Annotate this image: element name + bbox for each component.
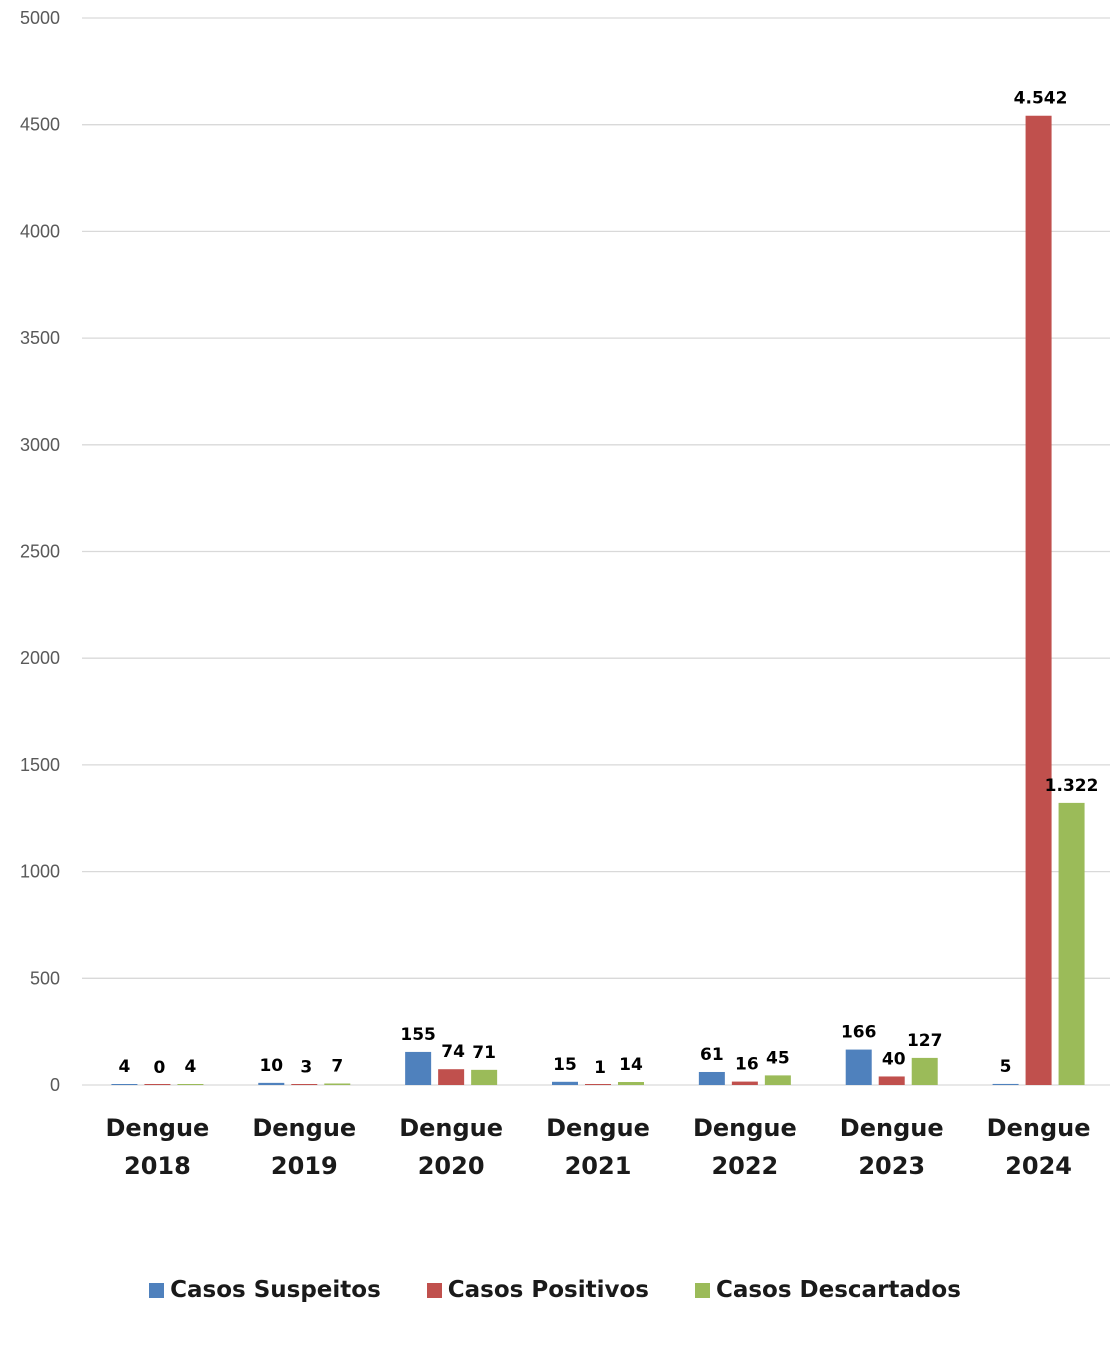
bar-casos-positivos-dengue-2023 bbox=[878, 1076, 905, 1085]
bar-casos-suspeitos-dengue-2018 bbox=[111, 1084, 138, 1085]
category-label-line1: Dengue bbox=[252, 1114, 356, 1142]
data-label: 0 bbox=[154, 1058, 166, 1078]
category-label-line1: Dengue bbox=[693, 1114, 797, 1142]
category-label-line2: 2020 bbox=[418, 1152, 485, 1180]
data-label: 3 bbox=[300, 1057, 312, 1077]
data-label: 4 bbox=[185, 1057, 197, 1077]
bar-chart: 0 500 1000 1500 2000 2500 3000 3500 4000 4500 5000… bbox=[20, 8, 1110, 1180]
legend-swatch-descartados bbox=[694, 1282, 710, 1298]
legend-swatch-suspeitos bbox=[149, 1282, 165, 1298]
data-label: 40 bbox=[882, 1049, 906, 1069]
bar-casos-descartados-dengue-2024 bbox=[1058, 802, 1085, 1085]
y-axis-tick-labels: 0 500 1000 1500 2000 2500 3000 3500 4000 4500 5000 bbox=[20, 8, 60, 1095]
bar-casos-suspeitos-dengue-2019 bbox=[258, 1082, 285, 1085]
data-label: 166 bbox=[841, 1023, 877, 1043]
data-label: 15 bbox=[553, 1055, 577, 1075]
data-label: 71 bbox=[472, 1043, 496, 1063]
data-label: 155 bbox=[400, 1025, 436, 1045]
y-tick-label: 3500 bbox=[20, 328, 60, 348]
bar-casos-suspeitos-dengue-2021 bbox=[552, 1081, 578, 1085]
data-label: 61 bbox=[700, 1045, 724, 1065]
category-label-line2: 2023 bbox=[858, 1152, 925, 1180]
data-label: 74 bbox=[441, 1042, 465, 1062]
bar-casos-suspeitos-dengue-2022 bbox=[698, 1071, 725, 1085]
y-tick-label: 3000 bbox=[20, 435, 60, 455]
data-label: 45 bbox=[766, 1048, 790, 1068]
bar-casos-suspeitos-dengue-2024 bbox=[992, 1083, 1019, 1085]
data-label: 5 bbox=[1000, 1057, 1012, 1077]
legend-label-descartados: Casos Descartados bbox=[715, 1277, 961, 1303]
category-label-line2: 2024 bbox=[1005, 1152, 1072, 1180]
y-tick-label: 500 bbox=[30, 968, 60, 988]
gridlines bbox=[82, 17, 1110, 1086]
y-tick-label: 2000 bbox=[20, 648, 60, 668]
category-label-line2: 2022 bbox=[711, 1152, 778, 1180]
y-tick-label: 5000 bbox=[20, 8, 60, 28]
legend: Casos Suspeitos Casos Positivos Casos De… bbox=[0, 1270, 1110, 1310]
legend-label-suspeitos: Casos Suspeitos bbox=[170, 1277, 381, 1303]
category-label-line2: 2018 bbox=[124, 1152, 191, 1180]
y-tick-label: 4000 bbox=[20, 221, 60, 241]
bar-casos-suspeitos-dengue-2020 bbox=[405, 1051, 432, 1085]
bar-casos-descartados-dengue-2023 bbox=[911, 1057, 938, 1085]
x-axis-category-labels: Dengue 2018 Dengue 2019 Dengue 2020 Dengue 2021… bbox=[106, 1114, 1091, 1180]
bar-casos-positivos-dengue-2019 bbox=[291, 1084, 318, 1085]
legend-item-descartados: Casos Descartados bbox=[694, 1277, 961, 1303]
category-label-line1: Dengue bbox=[546, 1114, 650, 1142]
category-label-line2: 2021 bbox=[565, 1152, 632, 1180]
category-label-line1: Dengue bbox=[987, 1114, 1091, 1142]
bars bbox=[111, 115, 1085, 1086]
data-label: 127 bbox=[907, 1031, 943, 1051]
data-label: 16 bbox=[735, 1055, 759, 1075]
data-label: 1 bbox=[594, 1058, 606, 1078]
category-label-line1: Dengue bbox=[106, 1114, 210, 1142]
y-tick-label: 0 bbox=[50, 1075, 60, 1095]
legend-swatch-positivos bbox=[426, 1282, 442, 1298]
category-label-line2: 2019 bbox=[271, 1152, 338, 1180]
data-label: 7 bbox=[331, 1057, 343, 1077]
bar-casos-descartados-dengue-2020 bbox=[471, 1069, 498, 1085]
bar-casos-positivos-dengue-2018 bbox=[144, 1084, 171, 1085]
legend-item-positivos: Casos Positivos bbox=[426, 1277, 649, 1303]
data-label: 4 bbox=[119, 1057, 131, 1077]
bar-casos-descartados-dengue-2018 bbox=[177, 1084, 204, 1085]
data-label: 14 bbox=[619, 1055, 643, 1075]
bar-casos-descartados-dengue-2019 bbox=[324, 1083, 351, 1085]
data-label: 10 bbox=[259, 1056, 283, 1076]
data-label: 4.542 bbox=[1014, 89, 1068, 109]
y-tick-label: 1500 bbox=[20, 755, 60, 775]
bar-casos-descartados-dengue-2022 bbox=[764, 1075, 791, 1085]
bar-casos-positivos-dengue-2020 bbox=[438, 1069, 465, 1085]
bar-casos-suspeitos-dengue-2023 bbox=[845, 1049, 872, 1085]
data-label: 1.322 bbox=[1045, 776, 1099, 796]
bar-casos-positivos-dengue-2022 bbox=[731, 1081, 758, 1085]
y-tick-label: 1000 bbox=[20, 862, 60, 882]
y-tick-label: 4500 bbox=[20, 115, 60, 135]
bar-casos-positivos-dengue-2024 bbox=[1025, 115, 1052, 1086]
category-label-line1: Dengue bbox=[399, 1114, 503, 1142]
y-tick-label: 2500 bbox=[20, 542, 60, 562]
category-label-line1: Dengue bbox=[840, 1114, 944, 1142]
bar-casos-positivos-dengue-2021 bbox=[585, 1084, 611, 1085]
legend-label-positivos: Casos Positivos bbox=[447, 1277, 649, 1303]
legend-item-suspeitos: Casos Suspeitos bbox=[149, 1277, 381, 1303]
bar-casos-descartados-dengue-2021 bbox=[618, 1082, 644, 1085]
